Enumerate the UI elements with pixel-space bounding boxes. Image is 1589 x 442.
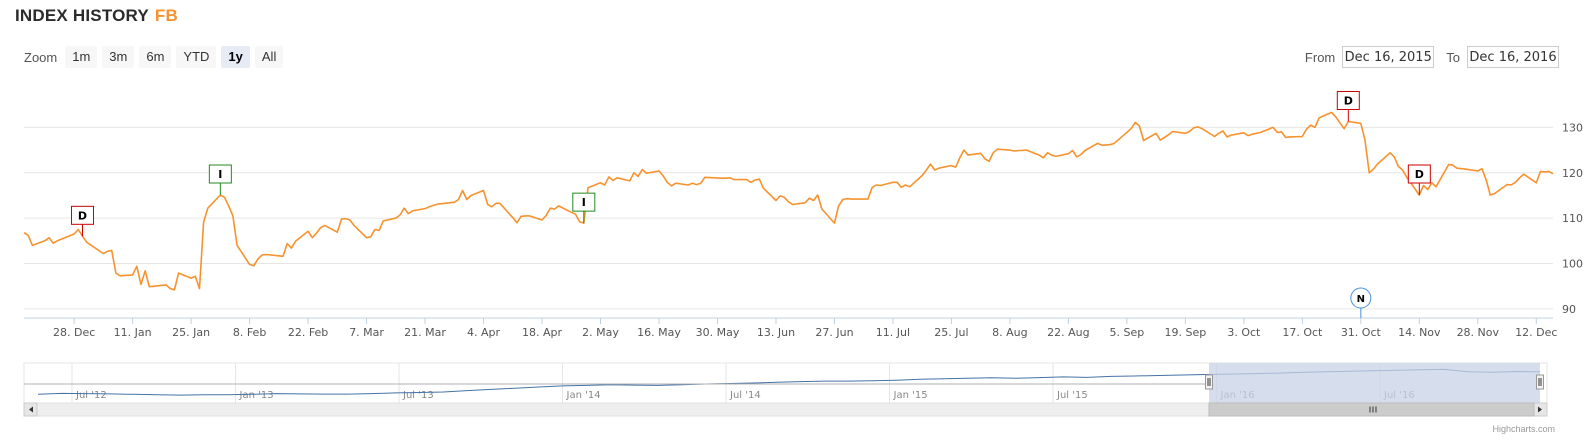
zoom-6m-button[interactable]: 6m — [139, 46, 172, 68]
flag-text: I — [582, 196, 586, 209]
x-tick-label: 8. Aug — [992, 326, 1027, 339]
x-tick-label: 14. Nov — [1398, 326, 1441, 339]
flag-box — [1336, 90, 1360, 110]
navigator-label: Jul '15 — [1056, 390, 1088, 401]
y-axis: 90 100 110 120 130 — [1562, 121, 1583, 316]
scroll-left-button[interactable] — [23, 402, 38, 417]
flag-text: I — [218, 168, 222, 181]
flag-text: D — [78, 209, 87, 222]
to-date-input[interactable] — [1467, 46, 1559, 68]
x-tick-label: 25. Jul — [934, 326, 968, 339]
x-tick-label: 12. Dec — [1515, 326, 1557, 339]
chevron-left-icon — [29, 406, 33, 413]
navigator-selection — [1209, 363, 1540, 403]
x-tick-label: 31. Oct — [1341, 326, 1382, 339]
x-tick-label: 19. Sep — [1165, 326, 1207, 339]
chevron-right-icon — [1538, 406, 1542, 413]
flag-box — [1407, 164, 1431, 184]
y-gridlines — [24, 126, 1553, 310]
x-tick-label: 11. Jan — [114, 326, 152, 339]
navigator-label: Jan '15 — [893, 390, 928, 401]
y-tick-label: 110 — [1562, 212, 1583, 225]
event-flag: D — [70, 205, 94, 237]
event-flag: I — [572, 192, 596, 224]
zoom-1y-button[interactable]: 1y — [221, 46, 250, 68]
zoom-1m-button[interactable]: 1m — [65, 46, 98, 68]
x-tick-label: 30. May — [696, 326, 740, 339]
event-flag: D — [1407, 164, 1431, 196]
from-label: From — [1304, 49, 1336, 65]
y-tick-label: 90 — [1562, 303, 1576, 316]
price-series — [23, 111, 1554, 291]
x-tick-label: 3. Oct — [1227, 326, 1261, 339]
navigator-handle[interactable] — [1536, 374, 1544, 390]
y-tick-label: 120 — [1562, 167, 1583, 180]
news-flag: N — [1350, 287, 1372, 318]
x-tick-label: 28. Dec — [53, 326, 95, 339]
navigator-label: Jul '14 — [729, 390, 761, 401]
navigator-label: Jul '12 — [75, 390, 107, 401]
scrollbar-thumb-box — [1208, 402, 1535, 417]
scrollbar-thumb[interactable] — [1208, 402, 1535, 417]
y-tick-label: 130 — [1562, 121, 1583, 134]
x-tick-label: 27. Jun — [815, 326, 853, 339]
series-line — [23, 111, 1554, 291]
handle-box — [1205, 374, 1213, 390]
flag-box — [208, 164, 232, 184]
x-tick-label: 17. Oct — [1282, 326, 1323, 339]
x-tick-label: 7. Mar — [349, 326, 384, 339]
zoom-all-button[interactable]: All — [254, 46, 284, 68]
flag-box — [572, 192, 596, 212]
x-tick-label: 21. Mar — [404, 326, 446, 339]
navigator-label: Jul '13 — [402, 390, 434, 401]
event-flag: D — [1336, 90, 1360, 122]
x-tick-label: 25. Jan — [172, 326, 210, 339]
x-tick-label: 22. Aug — [1047, 326, 1089, 339]
page-title: INDEX HISTORY FB — [15, 6, 178, 26]
scrollbar[interactable] — [23, 402, 1548, 417]
navigator-handle[interactable] — [1205, 374, 1213, 390]
x-tick-label: 8. Feb — [233, 326, 266, 339]
flag-text: D — [1344, 94, 1353, 107]
flag-box — [70, 205, 94, 225]
x-tick-label: 5. Sep — [1110, 326, 1145, 339]
navigator[interactable]: Jul '12 Jan '13 Jul '13 Jan '14 Jul '14 Jan '… — [23, 362, 1548, 404]
to-label: To — [1446, 49, 1460, 65]
navigator-label: Jan '14 — [566, 390, 601, 401]
event-flags: D I I D D N — [70, 90, 1431, 318]
news-flag-circle — [1350, 287, 1372, 309]
navigator-label: Jan '13 — [239, 390, 274, 401]
zoom-3m-button[interactable]: 3m — [102, 46, 135, 68]
date-range: From To — [1293, 46, 1559, 68]
x-tick-label: 13. Jun — [757, 326, 795, 339]
from-date-input[interactable] — [1342, 46, 1435, 68]
x-tick-label: 11. Jul — [876, 326, 910, 339]
zoom-selector: Zoom 1m 3m 6m YTD 1y All — [24, 46, 288, 68]
handle-box — [1536, 374, 1544, 390]
y-tick-label: 100 — [1562, 258, 1583, 271]
zoom-label: Zoom — [24, 49, 58, 65]
x-tick-label: 18. Apr — [522, 326, 562, 339]
zoom-ytd-button[interactable]: YTD — [176, 46, 217, 68]
x-tick-label: 16. May — [637, 326, 681, 339]
credits-text[interactable]: Highcharts.com — [1492, 424, 1555, 434]
x-axis: 28. Dec 11. Jan 25. Jan 8. Feb 22. Feb 7. Mar… — [24, 317, 1557, 339]
scroll-right-button[interactable] — [1533, 402, 1548, 417]
x-tick-label: 28. Nov — [1457, 326, 1500, 339]
x-tick-label: 4. Apr — [467, 326, 500, 339]
flag-text: D — [1415, 168, 1424, 181]
x-tick-label: 2. May — [582, 326, 619, 339]
ticker-symbol: FB — [154, 6, 178, 25]
title-text: INDEX HISTORY — [15, 6, 149, 25]
news-flag-text: N — [1357, 294, 1365, 305]
event-flag: I — [208, 164, 232, 196]
x-tick-label: 22. Feb — [288, 326, 328, 339]
